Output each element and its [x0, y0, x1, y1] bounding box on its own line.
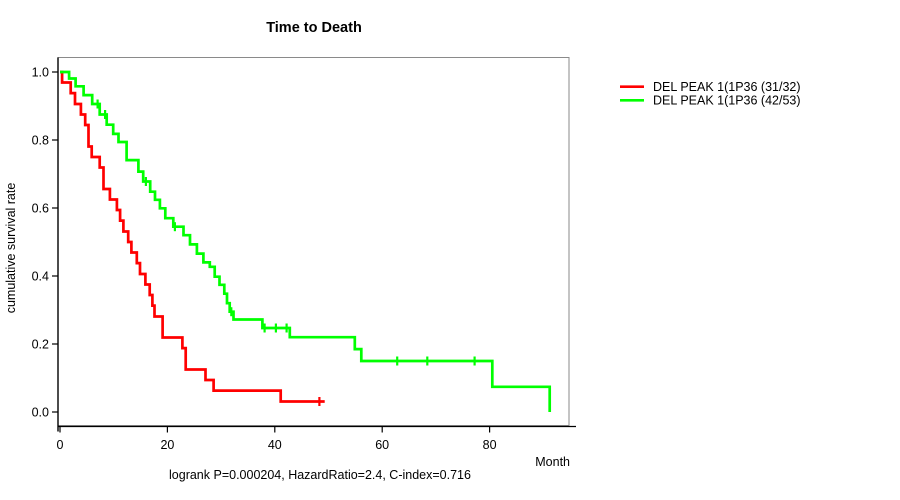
legend: DEL PEAK 1(1P36 (31/32) DEL PEAK 1(1P36 … — [620, 80, 801, 108]
logrank-annotation: logrank P=0.000204, HazardRatio=2.4, C-i… — [169, 468, 471, 482]
x-tick-label: 20 — [160, 438, 174, 452]
x-tick-label: 80 — [483, 438, 497, 452]
y-tick-label: 0.4 — [32, 269, 49, 283]
axes: 0 20 40 60 80 0.0 0.2 0.4 0.6 0.8 1.0 — [32, 57, 576, 452]
km-curve-series-0 — [60, 70, 325, 403]
x-tick-label: 40 — [268, 438, 282, 452]
y-tick-label: 1.0 — [32, 65, 49, 79]
legend-label-red: DEL PEAK 1(1P36 (31/32) — [653, 80, 801, 94]
y-tick-label: 0.8 — [32, 133, 49, 147]
y-tick-label: 0.0 — [32, 405, 49, 419]
km-curves — [60, 70, 552, 412]
y-axis-label: cumulative survival rate — [4, 183, 18, 314]
chart-title: Time to Death — [266, 20, 362, 36]
x-tick-label: 0 — [57, 438, 64, 452]
x-axis-label: Month — [535, 455, 570, 469]
y-tick-label: 0.6 — [32, 201, 49, 215]
legend-label-green: DEL PEAK 1(1P36 (42/53) — [653, 94, 801, 108]
km-curve-series-1 — [60, 70, 552, 412]
y-tick-label: 0.2 — [32, 337, 49, 351]
x-tick-label: 60 — [375, 438, 389, 452]
